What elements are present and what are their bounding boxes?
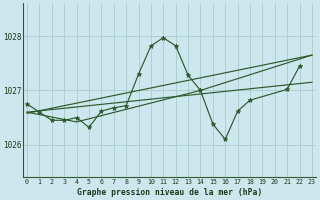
X-axis label: Graphe pression niveau de la mer (hPa): Graphe pression niveau de la mer (hPa) — [77, 188, 262, 197]
